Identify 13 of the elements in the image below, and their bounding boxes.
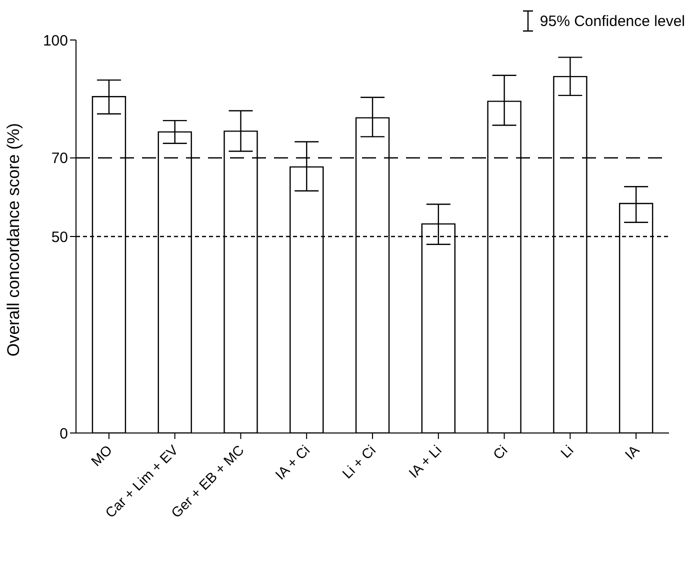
y-tick-label: 70 bbox=[51, 150, 68, 168]
x-tick-label: Li bbox=[557, 442, 576, 461]
x-tick-label: Li + Ci bbox=[338, 442, 379, 482]
x-tick-label: MO bbox=[88, 442, 116, 470]
x-tick-label: IA bbox=[622, 441, 643, 462]
y-axis-title: Overall concordance score (%) bbox=[4, 123, 24, 356]
x-tick-label: IA + Li bbox=[405, 442, 445, 481]
text: 95% Confidence level bbox=[540, 12, 685, 30]
x-tick-label: Ci bbox=[490, 442, 510, 462]
y-tick-label: 0 bbox=[60, 425, 68, 442]
x-tick-label: IA + Ci bbox=[272, 442, 313, 483]
y-tick-label: 50 bbox=[51, 228, 68, 246]
y-tick-label: 100 bbox=[42, 32, 68, 50]
